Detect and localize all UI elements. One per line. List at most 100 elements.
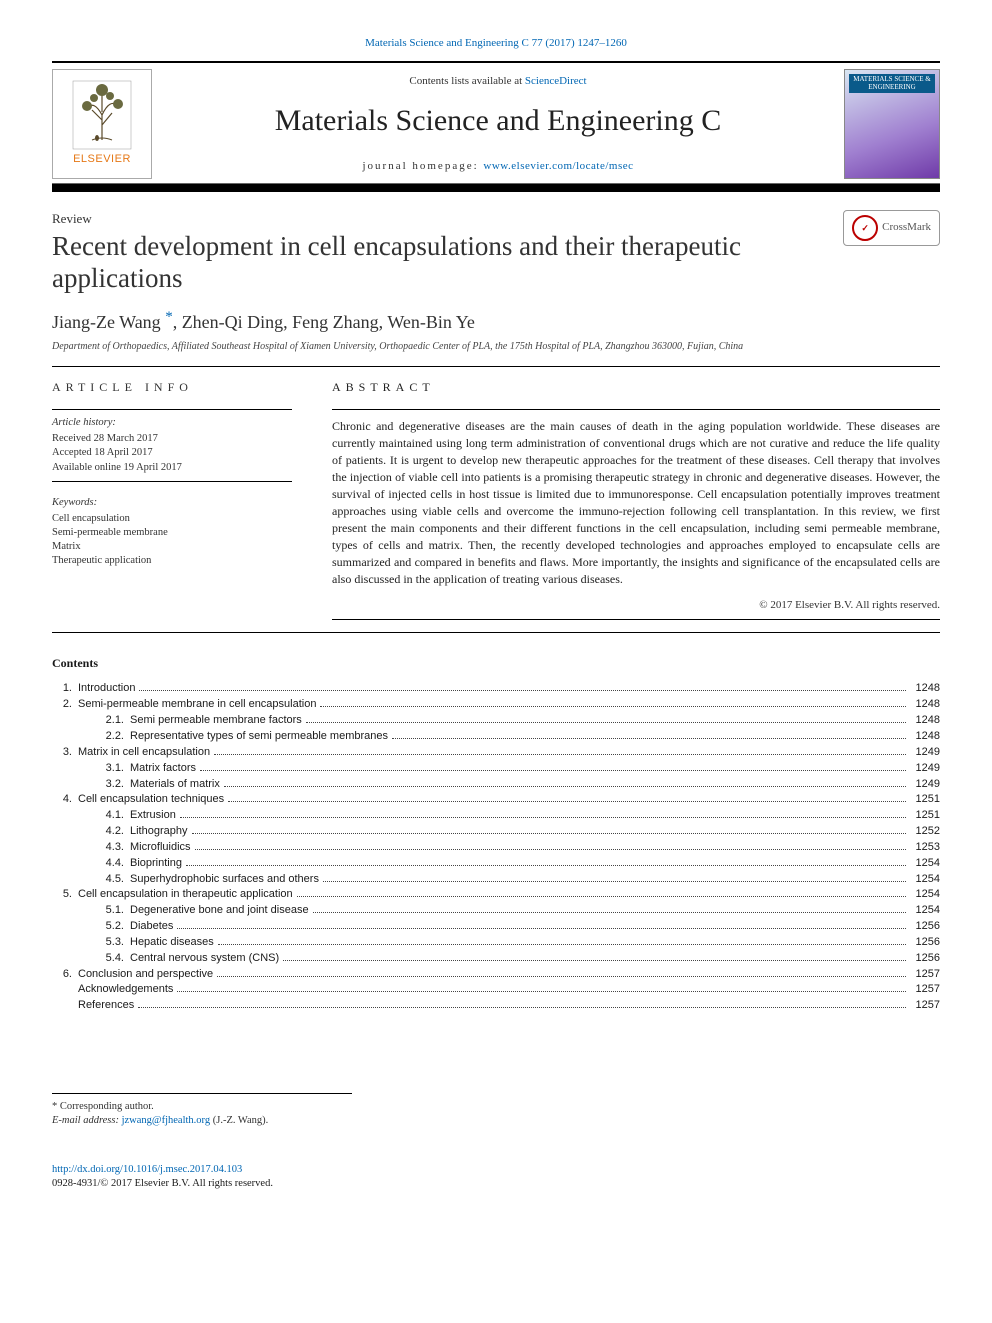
keyword: Matrix <box>52 540 292 554</box>
toc-page: 1249 <box>910 745 940 760</box>
email-label: E-mail address: <box>52 1115 122 1126</box>
footnotes: * Corresponding author. E-mail address: … <box>52 1093 352 1128</box>
keyword: Cell encapsulation <box>52 512 292 526</box>
cover-label: MATERIALS SCIENCE & ENGINEERING <box>849 74 935 93</box>
toc-page: 1254 <box>910 887 940 902</box>
toc-page: 1248 <box>910 697 940 712</box>
abstract-block: abstract Chronic and degenerative diseas… <box>332 379 940 620</box>
divider <box>52 366 940 367</box>
toc-number: 5.1. <box>72 903 130 918</box>
toc-number: 2.1. <box>72 713 130 728</box>
corresponding-author-mark[interactable]: * <box>165 309 173 325</box>
article-info-block: article info Article history: Received 2… <box>52 379 292 620</box>
toc-number: 4. <box>52 792 78 807</box>
toc-sub-entry[interactable]: 4.3.Microfluidics1253 <box>52 840 940 855</box>
toc-page: 1249 <box>910 761 940 776</box>
affiliation: Department of Orthopaedics, Affiliated S… <box>52 340 940 354</box>
toc-title: Conclusion and perspective <box>78 967 213 982</box>
toc-sub-entry[interactable]: 5.3.Hepatic diseases1256 <box>52 935 940 950</box>
toc-sub-entry[interactable]: 5.1.Degenerative bone and joint disease 1… <box>52 903 940 918</box>
toc-entry[interactable]: Acknowledgements1257 <box>52 982 940 997</box>
accepted-date: Accepted 18 April 2017 <box>52 446 292 460</box>
corresponding-author-note: * Corresponding author. <box>52 1100 352 1114</box>
toc-entry[interactable]: References 1257 <box>52 998 940 1013</box>
toc-leader-dots <box>320 706 905 707</box>
contents-heading: Contents <box>52 655 940 671</box>
toc-leader-dots <box>177 991 905 992</box>
keyword: Semi-permeable membrane <box>52 526 292 540</box>
toc-entry[interactable]: 1.Introduction1248 <box>52 681 940 696</box>
toc-entry[interactable]: 5.Cell encapsulation in therapeutic appl… <box>52 887 940 902</box>
toc-leader-dots <box>217 976 905 977</box>
toc-number: 5. <box>52 887 78 902</box>
toc-entry[interactable]: 6.Conclusion and perspective 1257 <box>52 967 940 982</box>
toc-leader-dots <box>323 881 906 882</box>
toc-entry[interactable]: 4.Cell encapsulation techniques1251 <box>52 792 940 807</box>
toc-sub-entry[interactable]: 4.5.Superhydrophobic surfaces and others… <box>52 872 940 887</box>
toc-title: Microfluidics <box>130 840 191 855</box>
toc-sub-entry[interactable]: 2.1.Semi permeable membrane factors1248 <box>52 713 940 728</box>
toc-number: 3. <box>52 745 78 760</box>
top-citation-link[interactable]: Materials Science and Engineering C 77 (… <box>365 37 627 49</box>
toc-sub-entry[interactable]: 4.4.Bioprinting1254 <box>52 856 940 871</box>
toc-leader-dots <box>218 944 906 945</box>
journal-cover-thumbnail: MATERIALS SCIENCE & ENGINEERING <box>844 69 940 179</box>
author-list: Jiang-Ze Wang *, Zhen-Qi Ding, Feng Zhan… <box>52 307 940 334</box>
toc-page: 1256 <box>910 951 940 966</box>
toc-title: References <box>78 998 134 1013</box>
toc-title: Lithography <box>130 824 188 839</box>
email-suffix: (J.-Z. Wang). <box>210 1115 268 1126</box>
author-1: Jiang-Ze Wang <box>52 312 165 332</box>
toc-number: 2.2. <box>72 729 130 744</box>
toc-page: 1257 <box>910 998 940 1013</box>
toc-leader-dots <box>306 722 906 723</box>
toc-sub-entry[interactable]: 4.1.Extrusion1251 <box>52 808 940 823</box>
history-label: Article history: <box>52 416 292 430</box>
toc-page: 1254 <box>910 903 940 918</box>
toc-leader-dots <box>139 690 905 691</box>
publisher-logo: ELSEVIER <box>52 69 152 179</box>
toc-sub-entry[interactable]: 3.1.Matrix factors1249 <box>52 761 940 776</box>
author-4: Wen-Bin Ye <box>387 312 475 332</box>
toc-page: 1257 <box>910 982 940 997</box>
toc-sub-entry[interactable]: 2.2.Representative types of semi permeab… <box>52 729 940 744</box>
toc-title: Materials of matrix <box>130 777 220 792</box>
toc-leader-dots <box>186 865 906 866</box>
toc-page: 1257 <box>910 967 940 982</box>
toc-leader-dots <box>224 786 906 787</box>
toc-number: 5.3. <box>72 935 130 950</box>
homepage-prefix: journal homepage: <box>362 160 483 172</box>
toc-page: 1251 <box>910 792 940 807</box>
toc-number: 6. <box>52 967 78 982</box>
toc-title: Semi permeable membrane factors <box>130 713 302 728</box>
doi-block: http://dx.doi.org/10.1016/j.msec.2017.04… <box>52 1163 940 1191</box>
sciencedirect-link[interactable]: ScienceDirect <box>525 75 587 87</box>
crossmark-badge[interactable]: ✓ CrossMark <box>843 210 940 246</box>
toc-number: 4.1. <box>72 808 130 823</box>
toc-title: Hepatic diseases <box>130 935 214 950</box>
toc-sub-entry[interactable]: 5.4.Central nervous system (CNS) 1256 <box>52 951 940 966</box>
toc-number: 4.4. <box>72 856 130 871</box>
journal-homepage-link[interactable]: www.elsevier.com/locate/msec <box>483 160 633 172</box>
doi-link[interactable]: http://dx.doi.org/10.1016/j.msec.2017.04… <box>52 1164 242 1175</box>
journal-homepage-line: journal homepage: www.elsevier.com/locat… <box>152 159 844 174</box>
toc-title: Cell encapsulation in therapeutic applic… <box>78 887 293 902</box>
toc-number: 1. <box>52 681 78 696</box>
toc-leader-dots <box>214 754 905 755</box>
toc-sub-entry[interactable]: 5.2.Diabetes1256 <box>52 919 940 934</box>
toc-title: Representative types of semi permeable m… <box>130 729 388 744</box>
author-email-link[interactable]: jzwang@fjhealth.org <box>122 1115 211 1126</box>
toc-number: 3.2. <box>72 777 130 792</box>
toc-entry[interactable]: 2.Semi-permeable membrane in cell encaps… <box>52 697 940 712</box>
toc-title: Degenerative bone and joint disease <box>130 903 309 918</box>
toc-page: 1251 <box>910 808 940 823</box>
table-of-contents: 1.Introduction12482.Semi-permeable membr… <box>52 681 940 1013</box>
toc-number: 5.2. <box>72 919 130 934</box>
toc-entry[interactable]: 3.Matrix in cell encapsulation1249 <box>52 745 940 760</box>
toc-sub-entry[interactable]: 4.2.Lithography1252 <box>52 824 940 839</box>
toc-leader-dots <box>283 960 905 961</box>
toc-number: 5.4. <box>72 951 130 966</box>
toc-number: 4.5. <box>72 872 130 887</box>
toc-title: Central nervous system (CNS) <box>130 951 279 966</box>
toc-sub-entry[interactable]: 3.2.Materials of matrix1249 <box>52 777 940 792</box>
